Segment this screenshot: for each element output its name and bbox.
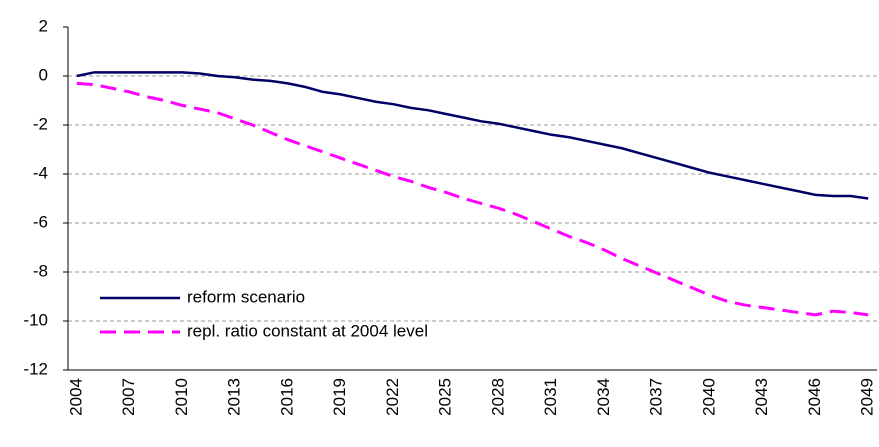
y-tick-label: -2 xyxy=(33,114,48,133)
x-tick-label: 2031 xyxy=(541,378,560,416)
x-tick-label: 2007 xyxy=(119,378,138,416)
x-tick-label: 2043 xyxy=(752,378,771,416)
legend-label: reform scenario xyxy=(187,287,305,306)
legend-label: repl. ratio constant at 2004 level xyxy=(187,321,428,340)
series-line xyxy=(76,71,869,200)
series-line xyxy=(76,81,869,317)
y-tick-label: -6 xyxy=(33,212,48,231)
y-tick-label: -4 xyxy=(33,163,48,182)
x-tick-label: 2028 xyxy=(488,378,507,416)
x-tick-label: 2010 xyxy=(172,378,191,416)
x-tick-label: 2046 xyxy=(805,378,824,416)
x-tick-label: 2037 xyxy=(647,378,666,416)
y-tick-label: 0 xyxy=(39,65,48,84)
x-tick-label: 2025 xyxy=(436,378,455,416)
x-tick-label: 2013 xyxy=(225,378,244,416)
x-tick-label: 2022 xyxy=(383,378,402,416)
x-tick-label: 2004 xyxy=(66,378,85,416)
x-tick-label: 2016 xyxy=(277,378,296,416)
x-tick-label: 2019 xyxy=(330,378,349,416)
y-tick-label: -10 xyxy=(23,310,48,329)
x-tick-label: 2034 xyxy=(594,378,613,416)
y-tick-label: -12 xyxy=(23,359,48,378)
y-tick-label: 2 xyxy=(39,16,48,35)
y-tick-label: -8 xyxy=(33,261,48,280)
x-tick-label: 2049 xyxy=(858,378,877,416)
x-tick-label: 2040 xyxy=(699,378,718,416)
